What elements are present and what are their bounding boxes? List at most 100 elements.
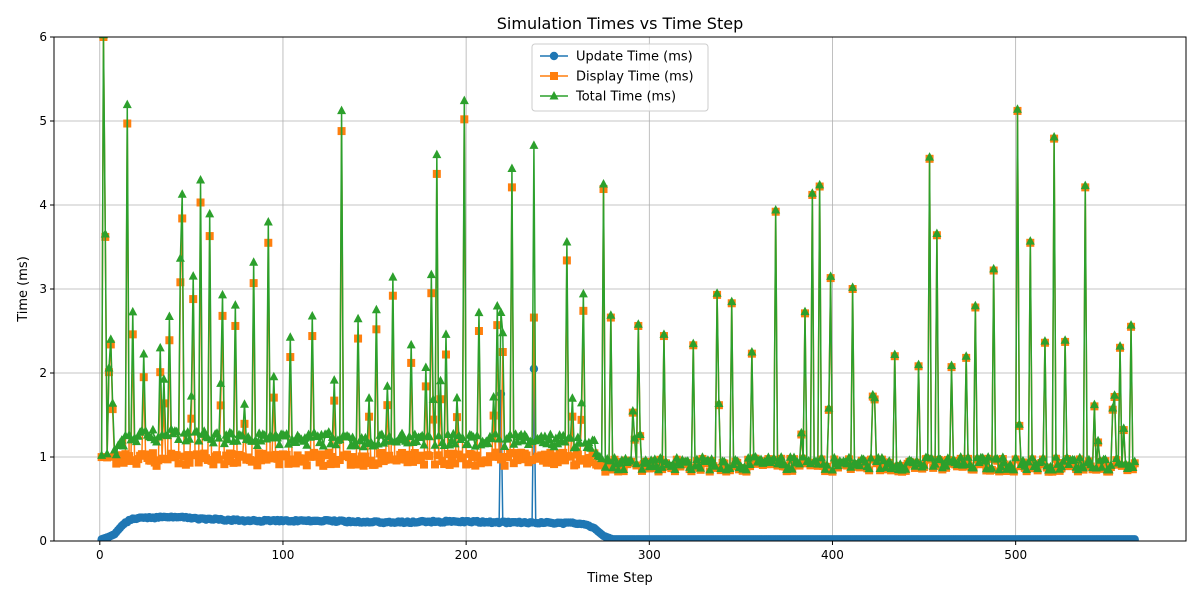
total-time-point [487,433,497,443]
display-time-point [449,449,458,458]
display-time-point [159,399,168,408]
total-time-point [108,398,118,407]
total-time-point [483,438,493,448]
total-time-point [274,439,284,449]
total-time-point [890,349,900,359]
total-time-point [741,464,751,474]
display-time-point [440,460,449,469]
total-time-point [285,332,295,341]
total-time-point [714,398,724,407]
total-time-point [932,228,942,238]
total-time-point [100,228,110,238]
total-time-point [459,95,469,105]
x-tick-label: 300 [638,548,661,562]
total-time-point [448,428,458,438]
display-time-point [227,449,236,458]
total-time-point [216,378,226,387]
total-time-point [291,437,301,447]
display-time-point [506,448,515,457]
display-time-point [214,455,223,464]
total-time-point [360,432,370,442]
display-time-point [561,456,570,465]
total-time-point [522,432,532,441]
display-time-point [240,419,249,428]
total-time-point [111,449,121,459]
total-time-point [119,441,129,450]
display-time-point [377,448,386,457]
total-time-point [397,428,407,438]
display-time-point [573,450,582,459]
update-time-point [1130,535,1139,541]
total-time-point [795,458,805,468]
total-time-point [573,432,583,441]
display-time-point [445,460,454,469]
total-time-point [174,434,184,444]
total-time-point [441,329,451,338]
total-time-point [263,216,273,226]
total-time-point [567,393,577,402]
total-time-point [177,189,187,198]
total-time-point [194,435,204,445]
display-time-point [473,451,482,460]
series-layer [97,37,1140,541]
display-time-point [251,456,260,465]
total-time-point [282,429,292,438]
display-time-point [172,451,181,460]
total-time-point [1049,131,1059,141]
total-time-point [586,443,596,452]
total-time-point [1000,457,1010,467]
display-time-point [489,411,498,420]
total-time-point [545,429,555,439]
total-time-point [870,392,880,402]
total-time-point [925,152,935,161]
total-time-point [337,105,347,115]
display-time-point [601,467,610,476]
y-tick-label: 3 [39,282,47,296]
total-time-point [331,439,341,449]
total-time-point [628,405,638,415]
display-time-point [284,459,293,468]
display-time-point [429,415,438,424]
total-time-point [1033,463,1043,473]
total-time-point [655,453,665,462]
total-time-point [776,452,786,461]
display-time-point [119,458,128,467]
display-time-point [348,453,357,462]
display-time-point [566,452,575,461]
display-time-point [425,451,434,460]
total-time-point [866,452,876,462]
x-tick-label: 400 [821,548,844,562]
total-time-point [1119,423,1129,432]
total-time-point [1130,456,1140,466]
total-time-point [498,327,508,337]
total-time-point [901,464,911,473]
x-tick-label: 200 [455,548,478,562]
display-time-point [152,461,161,470]
total-time-point [1089,399,1099,409]
legend: Update Time (ms) Display Time (ms) Total T… [531,43,709,112]
total-time-point [104,362,114,372]
total-time-point [428,394,438,404]
display-time-point [513,456,522,465]
total-time-point [324,427,334,436]
total-time-point [716,463,726,472]
total-time-point [500,441,510,451]
total-time-point [353,313,363,323]
display-time-point [575,456,584,465]
display-time-point [209,460,218,469]
total-time-point [683,456,693,465]
total-time-point [827,464,837,474]
total-time-point [1080,180,1090,190]
display-time-point [103,453,112,462]
display-time-point [522,451,531,460]
total-time-point [188,271,198,280]
total-time-point [692,454,702,463]
total-time-point [1075,452,1085,462]
total-time-point [800,306,810,316]
display-time-point [381,455,390,464]
display-time-point [112,459,121,468]
total-time-point [327,432,337,441]
y-tick-label: 2 [39,366,47,380]
total-time-point [1128,462,1138,472]
total-time-point [959,458,969,468]
